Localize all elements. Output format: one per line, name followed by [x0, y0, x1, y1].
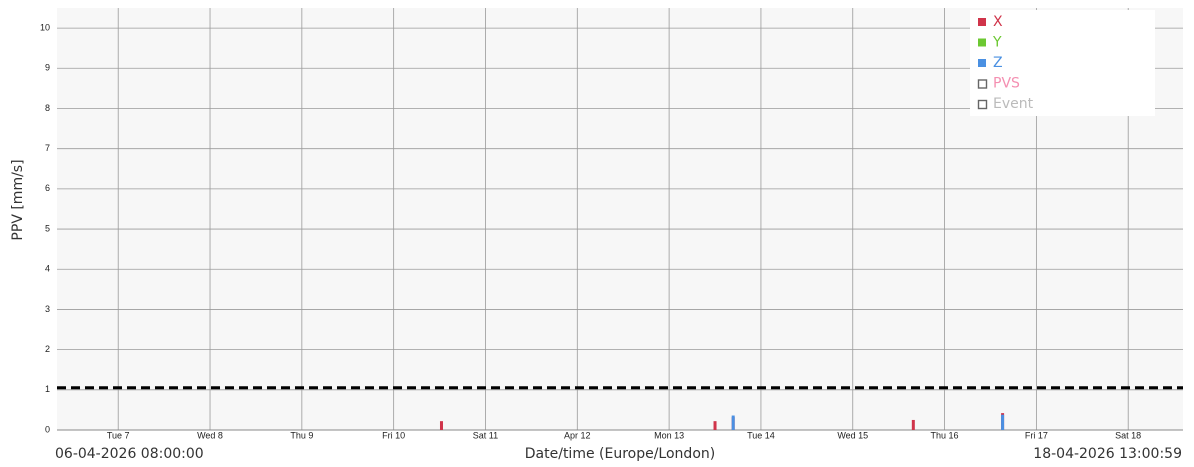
y-tick-label: 0	[45, 424, 50, 434]
legend-swatch	[978, 59, 986, 67]
x-tick-label: Fri 17	[1025, 430, 1048, 440]
y-tick-label: 6	[45, 183, 50, 193]
bar	[1001, 414, 1005, 430]
bar	[713, 421, 717, 430]
y-tick-label: 7	[45, 143, 50, 153]
legend-label: X	[993, 14, 1003, 30]
x-tick-label: Thu 16	[931, 430, 959, 440]
y-tick-label: 8	[45, 103, 50, 113]
y-tick-label: 5	[45, 223, 50, 233]
legend-swatch	[978, 18, 986, 26]
y-tick-label: 1	[45, 384, 50, 394]
x-axis-label: Date/time (Europe/London)	[525, 446, 715, 462]
x-tick-label: Sat 11	[473, 430, 498, 440]
x-end-label: 18-04-2026 13:00:59	[1033, 446, 1182, 462]
x-tick-label: Tue 7	[107, 430, 130, 440]
bar	[911, 419, 915, 430]
y-tick-label: 3	[45, 304, 50, 314]
legend-label: PVS	[993, 76, 1020, 92]
x-tick-label: Tue 14	[747, 430, 775, 440]
bar	[731, 415, 735, 430]
y-tick-label: 9	[45, 63, 50, 73]
x-tick-label: Fri 10	[382, 430, 405, 440]
legend-box	[970, 10, 1155, 116]
legend-label: Z	[993, 55, 1003, 71]
y-tick-label: 2	[45, 344, 50, 354]
legend-label: Y	[992, 35, 1002, 51]
x-tick-label: Wed 15	[837, 430, 868, 440]
y-tick-label: 10	[40, 22, 50, 32]
x-tick-label: Apr 12	[564, 430, 591, 440]
legend-label: Event	[993, 96, 1034, 112]
x-tick-label: Wed 8	[197, 430, 223, 440]
legend-swatch	[977, 99, 988, 110]
x-tick-label: Sat 18	[1115, 430, 1141, 440]
y-axis-label: PPV [mm/s]	[10, 159, 26, 240]
bar	[439, 421, 443, 430]
x-tick-label: Mon 13	[654, 430, 684, 440]
x-start-label: 06-04-2026 08:00:00	[55, 446, 204, 462]
y-tick-label: 4	[45, 264, 50, 274]
legend-swatch	[978, 38, 986, 47]
x-tick-label: Thu 9	[290, 430, 313, 440]
legend-swatch	[977, 79, 988, 89]
